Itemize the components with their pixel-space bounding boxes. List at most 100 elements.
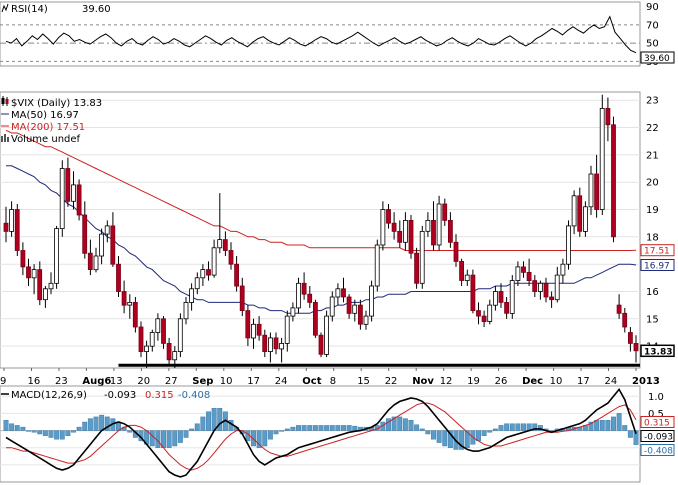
candle xyxy=(425,212,431,237)
macd-histogram-bar xyxy=(48,430,54,438)
candle xyxy=(532,275,538,297)
rsi-reference-lines xyxy=(0,24,640,62)
candle xyxy=(470,269,476,314)
rsi-y-tick-label: 50 xyxy=(646,39,659,50)
rsi-y-tick-label: 90 xyxy=(646,2,659,13)
macd-histogram-bar xyxy=(622,425,628,431)
macd-histogram-bar xyxy=(633,430,639,445)
macd-histogram-bar xyxy=(521,423,526,431)
candle xyxy=(560,258,566,284)
candle xyxy=(628,327,633,352)
candle xyxy=(9,201,15,237)
macd-histogram-bar xyxy=(183,430,189,438)
macd-legend: MACD(12,26,9) -0.093 0.315 -0.408 xyxy=(1,390,210,401)
candle xyxy=(48,272,54,295)
candle xyxy=(43,286,48,308)
x-tick-label: 10 xyxy=(550,376,563,387)
macd-histogram-bar xyxy=(329,425,335,431)
candle xyxy=(71,171,76,210)
candle xyxy=(132,297,138,333)
macd-histogram-bar xyxy=(189,428,195,431)
macd-histogram-bar xyxy=(26,430,31,432)
macd-histogram-bar xyxy=(54,430,60,440)
candle xyxy=(267,332,273,363)
price-plot-frame xyxy=(0,91,641,369)
candle xyxy=(554,266,560,303)
candle xyxy=(251,318,256,349)
macd-histogram-bar xyxy=(397,416,403,431)
price-panel: $VIX (Daily) 13.83 MA(50) 16.97 MA(200) … xyxy=(0,91,675,387)
candle xyxy=(521,261,526,278)
price-y-tick-label: 21 xyxy=(646,150,659,161)
svg-text:-0.408: -0.408 xyxy=(644,447,673,457)
macd-histogram-bar xyxy=(611,416,616,431)
candle xyxy=(611,116,616,243)
candle xyxy=(189,283,195,311)
macd-histogram-bar xyxy=(627,430,633,438)
candle xyxy=(194,272,200,295)
macd-histogram-bar xyxy=(605,420,611,431)
macd-histogram-bar xyxy=(498,425,504,431)
macd-histogram-value: -0.408 xyxy=(178,390,210,401)
price-y-tick-label: 15 xyxy=(646,314,659,325)
x-tick-label: 9 xyxy=(0,376,6,387)
rsi-title: RSI(14) xyxy=(11,4,48,15)
macd-histogram-bar xyxy=(9,423,15,431)
macd-histogram-bar xyxy=(431,430,436,440)
macd-histogram-bar xyxy=(217,408,223,431)
macd-histogram-bar xyxy=(335,425,341,431)
macd-histogram-bar xyxy=(492,428,498,431)
macd-histogram-bar xyxy=(284,428,290,431)
last-price-tag: 13.83 xyxy=(640,344,675,357)
macd-histogram-bar xyxy=(346,425,352,431)
macd-title: MACD(12,26,9) xyxy=(11,390,87,401)
candle xyxy=(200,264,206,286)
macd-histogram-bar xyxy=(447,430,453,448)
candle xyxy=(571,190,577,235)
macd-histogram-bar xyxy=(99,414,105,431)
candle xyxy=(59,160,65,237)
rsi-line xyxy=(5,15,637,54)
candle xyxy=(144,340,150,368)
candle-icon xyxy=(1,96,9,106)
svg-text:-0.093: -0.093 xyxy=(644,433,673,443)
x-tick-label: Oct xyxy=(302,376,321,387)
candle xyxy=(538,280,543,300)
macd-value: -0.093 xyxy=(104,390,136,401)
signal-value-tag: 0.315 xyxy=(640,416,675,429)
x-tick-label: 27 xyxy=(165,376,178,387)
candle xyxy=(498,283,504,308)
macd-histogram-bar xyxy=(504,423,510,431)
price-y-tick-label: 22 xyxy=(646,123,659,134)
legend-ma200: MA(200) 17.51 xyxy=(11,122,85,133)
x-tick-label: Dec xyxy=(522,376,543,387)
macd-histogram-bar xyxy=(419,428,425,431)
candle xyxy=(239,277,245,317)
candle xyxy=(543,277,549,303)
candle xyxy=(397,220,403,248)
macd-histogram-bar xyxy=(588,421,594,431)
candle xyxy=(138,321,144,358)
candle xyxy=(583,201,588,237)
rsi-panel: RSI(14) 39.60 90705030 39.60 xyxy=(0,1,675,68)
candle xyxy=(161,316,166,349)
candle xyxy=(414,247,420,289)
macd-histogram-bar xyxy=(599,420,605,431)
macd-histogram-bar xyxy=(414,424,420,431)
candle xyxy=(408,215,414,259)
x-tick-label: 22 xyxy=(385,376,398,387)
candle xyxy=(599,94,605,215)
candle xyxy=(566,220,571,270)
candle xyxy=(549,291,554,308)
candle xyxy=(3,206,9,243)
legend-vix: $VIX (Daily) 13.83 xyxy=(11,98,102,109)
macd-histogram-bar xyxy=(537,425,543,431)
candle xyxy=(346,294,352,319)
svg-text:17.51: 17.51 xyxy=(644,247,670,257)
price-y-tick-label: 20 xyxy=(646,178,659,189)
candle xyxy=(363,310,369,330)
macd-histogram-bar xyxy=(65,430,71,436)
legend-volume: Volume undef xyxy=(11,134,81,145)
candle xyxy=(177,313,183,358)
macd-histogram-bar xyxy=(172,430,178,447)
